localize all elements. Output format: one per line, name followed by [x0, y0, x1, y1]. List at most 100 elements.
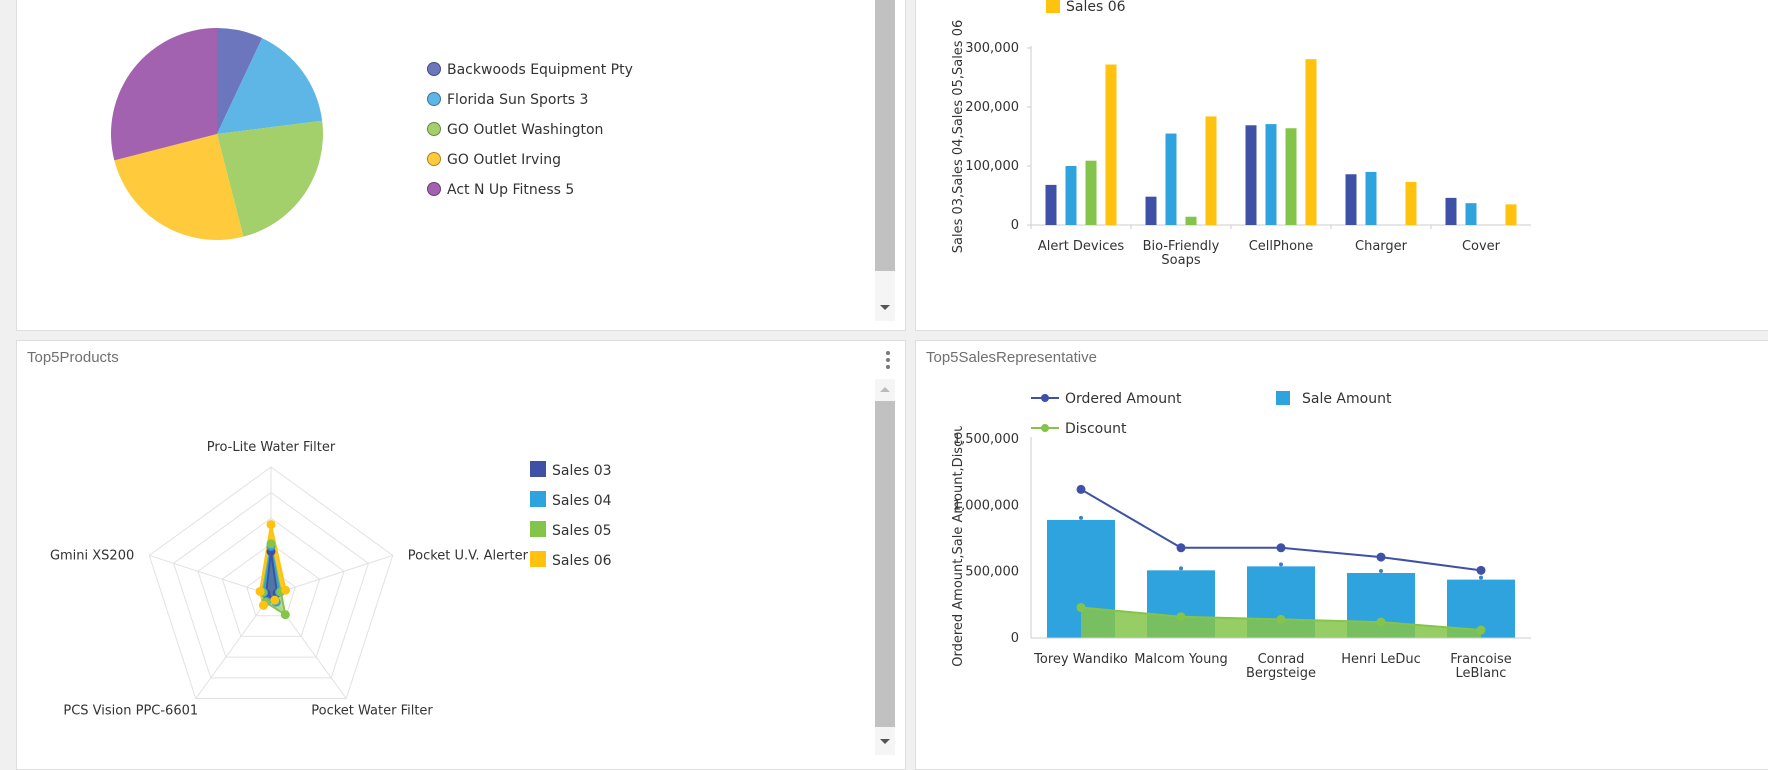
bar-sales-03-cover [1445, 197, 1457, 225]
legend-point [1041, 424, 1049, 432]
legend-marker-square [1046, 0, 1060, 13]
legend-item-sales-06[interactable]: Sales 06 [1046, 0, 1126, 15]
legend-label: Sales 06 [552, 553, 612, 569]
pie-chart [111, 28, 323, 240]
legend-item-go-outlet-irving[interactable]: GO Outlet Irving [427, 152, 561, 168]
radar-axis-label: Pocket Water Filter [311, 704, 433, 719]
bar-sales-04-cellphone [1265, 124, 1277, 225]
legend-marker-line [1031, 394, 1059, 402]
radar-axis-label: Pocket U.V. Alerter [408, 548, 529, 563]
x-tick-label: Malcom Young [1134, 652, 1228, 667]
legend-item-ordered-amount[interactable]: Ordered Amount [1031, 391, 1181, 407]
product-sales-bar-panel: Sales 06 0 100,000 200,000 300,000 Sales 03,… [915, 0, 1768, 331]
radar-point-sales-05-pocket-water-filter [280, 610, 290, 620]
y-tick-label: 500,000 [965, 565, 1019, 580]
vertical-scrollbar[interactable] [875, 379, 895, 755]
customers-pie-panel: Backwoods Equipment Pty Florida Sun Sport… [16, 0, 906, 331]
radar-point-sales-06-gmini-xs200 [255, 586, 265, 596]
vertical-scrollbar[interactable] [875, 0, 895, 321]
bar-sales-06-alert-devices [1105, 64, 1117, 225]
legend-item-sales-05[interactable]: Sales 05 [530, 521, 612, 539]
scroll-down-arrow-icon[interactable] [875, 731, 895, 751]
radar-grid-ring [148, 466, 394, 700]
legend-marker-circle [427, 62, 441, 76]
point-ordered-amount-henri-leduc [1376, 552, 1386, 562]
legend-point [1041, 394, 1049, 402]
point-discount-henri-leduc [1376, 617, 1386, 627]
legend-item-sale-amount[interactable]: Sale Amount [1276, 391, 1391, 407]
x-tick-label: Henri LeDuc [1341, 652, 1421, 667]
legend-item-sales-04[interactable]: Sales 04 [530, 491, 612, 509]
legend-marker-circle [427, 122, 441, 136]
radar-spoke [270, 554, 393, 596]
legend-marker-circle [427, 152, 441, 166]
legend-item-discount[interactable]: Discount [1031, 421, 1126, 437]
x-tick-label: Bergsteige [1246, 666, 1316, 681]
x-tick-label: Torey Wandiko [1033, 652, 1128, 667]
radar-axis-label: PCS Vision PPC-6601 [63, 704, 198, 719]
legend-label: Sales 04 [552, 493, 612, 509]
legend-label: Discount [1065, 421, 1127, 437]
legend-item-go-outlet-washington[interactable]: GO Outlet Washington [427, 122, 603, 138]
legend-label: Sales 03 [552, 463, 612, 479]
bar-sales-03-alert-devices [1045, 184, 1057, 225]
radar-point-sales-06-pocket-u-v-alerter [281, 585, 291, 595]
legend-label: Sale Amount [1302, 391, 1392, 407]
top5-products-panel: Top5Products Pro-Lite Water Filter Pocket… [16, 340, 906, 770]
scrollbar-thumb[interactable] [875, 0, 895, 271]
legend-label: Florida Sun Sports 3 [447, 92, 589, 108]
legend-item-backwoods-equipment-pty[interactable]: Backwoods Equipment Pty [427, 62, 633, 78]
radar-grid-ring [221, 543, 321, 637]
panel-menu-icon[interactable] [885, 351, 891, 371]
bar-sales-06-cover [1505, 204, 1517, 225]
legend-label: GO Outlet Irving [447, 152, 561, 168]
radar-point-sales-05-pro-lite-water-filter [266, 539, 276, 549]
point-discount-malcom-young [1176, 612, 1186, 622]
bar-top-marker [1379, 568, 1383, 573]
point-discount-torey-wandiko [1076, 602, 1086, 612]
legend-marker-square [530, 491, 546, 507]
legend-marker-circle [427, 92, 441, 106]
point-ordered-amount-francoise-leblanc [1476, 565, 1486, 575]
legend-item-florida-sun-sports-3[interactable]: Florida Sun Sports 3 [427, 92, 588, 108]
legend-marker-square [530, 461, 546, 477]
legend-item-sales-03[interactable]: Sales 03 [530, 461, 612, 479]
radar-point-sales-06-pro-lite-water-filter [266, 520, 276, 530]
radar-grid-ring [197, 517, 345, 658]
legend-item-act-n-up-fitness-5[interactable]: Act N Up Fitness 5 [427, 182, 574, 198]
y-tick-label: 1,000,000 [953, 498, 1019, 513]
pie-slice-florida-sun-sports-3 [217, 38, 323, 134]
x-tick-label: Conrad [1258, 652, 1305, 667]
legend-label: GO Outlet Washington [447, 122, 604, 138]
scroll-up-arrow-icon[interactable] [875, 379, 895, 399]
y-axis-label: Sales 03,Sales 04,Sales 05,Sales 06 [951, 20, 966, 254]
x-tick-label: Charger [1355, 239, 1408, 254]
x-tick-label: CellPhone [1249, 239, 1314, 254]
legend-label: Sales 05 [552, 523, 612, 539]
x-tick-label: LeBlanc [1456, 666, 1507, 681]
bar-sales-05-alert-devices [1085, 160, 1097, 225]
bar-sales-05-bio-friendly-soaps [1185, 216, 1197, 225]
pie-slice-go-outlet-irving [114, 134, 244, 240]
scroll-down-arrow-icon[interactable] [875, 297, 895, 317]
bar-top-marker [1279, 562, 1283, 567]
bar-sales-04-charger [1365, 171, 1377, 225]
point-ordered-amount-torey-wandiko [1076, 484, 1086, 494]
bar-sales-03-bio-friendly-soaps [1145, 196, 1157, 225]
scrollbar-thumb[interactable] [875, 401, 895, 727]
radar-axis-label: Gmini XS200 [50, 548, 134, 563]
bar-sales-03-charger [1345, 174, 1357, 225]
legend-label: Backwoods Equipment Pty [447, 62, 633, 78]
panel-title: Top5Products [27, 349, 119, 366]
bar-sales-03-cellphone [1245, 125, 1257, 225]
legend-marker-square [530, 521, 546, 537]
y-axis-label: Ordered Amount,Sale Amount,Discount [951, 426, 966, 667]
point-ordered-amount-conrad-bergsteige [1276, 543, 1286, 553]
x-tick-label: Soaps [1161, 253, 1200, 268]
x-tick-label: Francoise [1450, 652, 1512, 667]
bar-sales-06-cellphone [1305, 59, 1317, 226]
legend-item-sales-06[interactable]: Sales 06 [530, 551, 612, 569]
legend-marker-circle [427, 182, 441, 196]
